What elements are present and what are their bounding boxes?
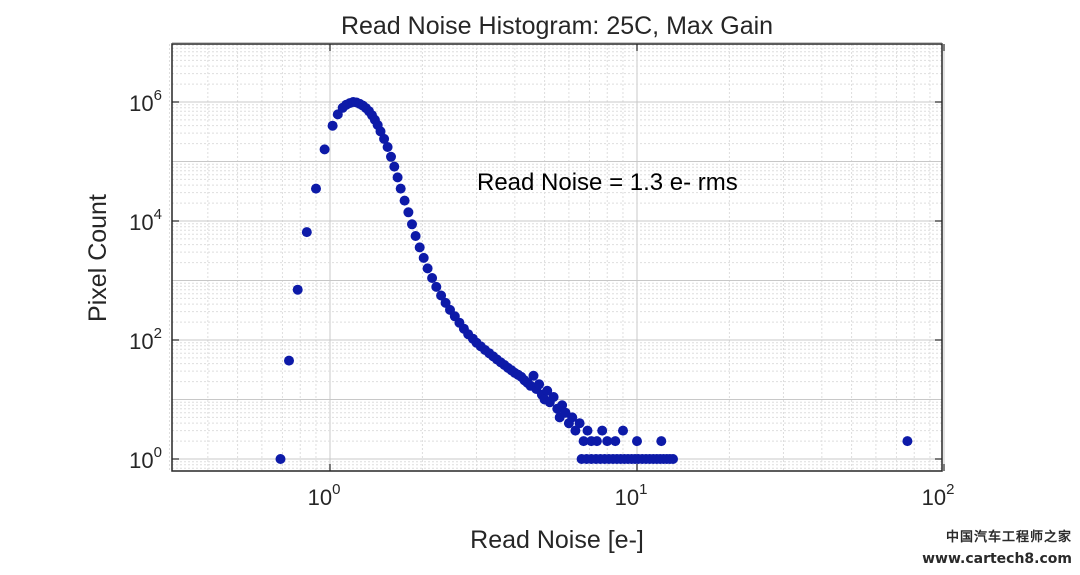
data-point bbox=[427, 273, 438, 283]
data-point bbox=[902, 436, 913, 447]
data-point bbox=[284, 355, 294, 366]
data-point bbox=[407, 219, 417, 230]
data-point bbox=[534, 379, 545, 390]
data-point bbox=[422, 263, 433, 274]
data-point bbox=[275, 454, 286, 464]
data-point bbox=[436, 290, 447, 301]
data-point bbox=[375, 126, 386, 137]
data-point bbox=[542, 385, 553, 396]
x-axis-label: Read Noise [e-] bbox=[470, 526, 644, 554]
chart-title: Read Noise Histogram: 25C, Max Gain bbox=[341, 12, 773, 40]
data-points bbox=[275, 97, 913, 464]
y-tick-label: 104 bbox=[129, 206, 162, 235]
data-point bbox=[319, 144, 330, 155]
data-point bbox=[392, 172, 403, 183]
plot-area-frame bbox=[171, 43, 943, 472]
data-point bbox=[399, 195, 410, 206]
data-point bbox=[292, 284, 303, 295]
y-tick-label: 102 bbox=[129, 325, 162, 354]
watermark-text: 中国汽车工程师之家 bbox=[945, 530, 1072, 545]
y-tick-label: 106 bbox=[129, 87, 162, 116]
data-point bbox=[379, 133, 390, 144]
data-point bbox=[618, 425, 628, 436]
data-point bbox=[548, 392, 559, 402]
y-axis-label: Pixel Count bbox=[84, 194, 112, 322]
data-point bbox=[610, 436, 621, 447]
watermark-url: www.cartech8.com bbox=[922, 551, 1072, 567]
data-point bbox=[403, 207, 414, 218]
data-point bbox=[656, 436, 667, 447]
data-point bbox=[578, 436, 589, 447]
data-point bbox=[574, 418, 585, 429]
y-tick-label: 100 bbox=[129, 444, 162, 473]
annotation-read-noise: Read Noise = 1.3 e- rms bbox=[477, 169, 738, 196]
data-point bbox=[591, 436, 602, 447]
data-point bbox=[410, 231, 421, 241]
data-point bbox=[389, 161, 400, 172]
axis-ticks: 100 101 102 100 102 104 106 bbox=[129, 44, 954, 510]
data-point bbox=[602, 436, 613, 447]
x-tick-label: 102 bbox=[922, 481, 955, 510]
data-point bbox=[311, 183, 321, 194]
data-point bbox=[382, 142, 393, 152]
data-point bbox=[386, 151, 396, 162]
data-point bbox=[327, 120, 338, 131]
x-tick-label: 100 bbox=[308, 481, 341, 510]
data-point bbox=[668, 454, 678, 464]
data-point bbox=[414, 242, 425, 253]
data-point bbox=[301, 227, 312, 238]
data-point bbox=[528, 370, 539, 381]
data-point bbox=[582, 425, 593, 436]
data-point bbox=[570, 425, 581, 436]
data-point bbox=[632, 436, 642, 447]
data-point bbox=[418, 252, 429, 263]
x-tick-label: 101 bbox=[615, 481, 648, 510]
data-point bbox=[567, 412, 578, 423]
data-point bbox=[597, 425, 608, 436]
data-point bbox=[431, 281, 442, 292]
data-point bbox=[395, 183, 406, 194]
